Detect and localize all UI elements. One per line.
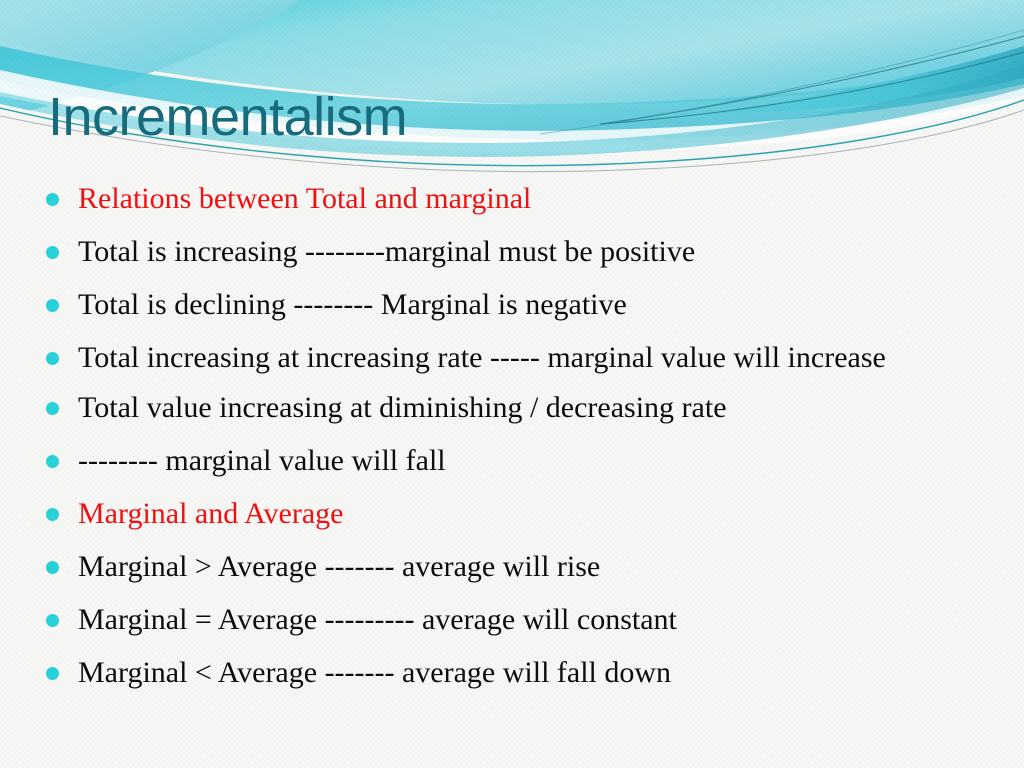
bullet-item: Total is increasing --------marginal mus…: [30, 229, 1005, 274]
bullet-item: Marginal and Average: [30, 491, 1005, 536]
bullet-dot-icon: [46, 667, 59, 680]
wave-banner-decoration: [0, 0, 1024, 180]
bullet-dot-icon: [46, 561, 59, 574]
bullet-dot-icon: [46, 455, 59, 468]
wave-line-dark: [599, 35, 1024, 125]
bullet-text: Marginal and Average: [78, 497, 344, 530]
bullet-text: Total is increasing --------marginal mus…: [78, 235, 696, 268]
bullet-item: Total increasing at increasing rate ----…: [30, 335, 1005, 380]
wave-banner-svg: [0, 0, 1024, 180]
wave-base-white: [0, 98, 1024, 180]
bullet-dot-icon: [46, 193, 59, 206]
bullet-text: Marginal < Average ------- average will …: [78, 656, 672, 689]
bullet-item: Marginal > Average ------- average will …: [30, 544, 1005, 589]
bullet-dot-icon: [46, 402, 59, 415]
bullet-item: Marginal = Average --------- average wil…: [30, 597, 1005, 642]
bullet-item: Marginal < Average ------- average will …: [30, 650, 1005, 695]
bullet-text: Marginal > Average ------- average will …: [78, 550, 601, 583]
bullet-text: -------- marginal value will fall: [78, 444, 446, 477]
bullet-dot-icon: [46, 299, 59, 312]
wave-line-grey: [0, 109, 1024, 173]
bullet-item: -------- marginal value will fall: [30, 438, 1005, 483]
bullet-item: Total value increasing at diminishing / …: [30, 385, 1005, 430]
wave-band-light: [0, 0, 1024, 105]
bullet-text: Marginal = Average --------- average wil…: [78, 603, 677, 636]
wave-tail-sweep: [0, 64, 1024, 157]
bullet-dot-icon: [46, 508, 59, 521]
bullet-item: Relations between Total and marginal: [30, 176, 1005, 221]
wave-tail-right: [700, 46, 1024, 114]
bullet-item: Total is declining -------- Marginal is …: [30, 282, 1005, 327]
bullet-list: Relations between Total and marginal Tot…: [30, 176, 1005, 703]
slide-title: Incrementalism: [48, 87, 408, 147]
bullet-dot-icon: [46, 352, 59, 365]
bullet-text: Total value increasing at diminishing / …: [78, 391, 727, 424]
bullet-text: Total increasing at increasing rate ----…: [78, 341, 886, 374]
bullet-dot-icon: [46, 614, 59, 627]
bullet-text: Relations between Total and marginal: [78, 182, 532, 215]
bullet-dot-icon: [46, 246, 59, 259]
bullet-text: Total is declining -------- Marginal is …: [78, 288, 627, 321]
wave-line-teal: [0, 99, 1024, 167]
wave-line-thin: [539, 29, 1024, 135]
